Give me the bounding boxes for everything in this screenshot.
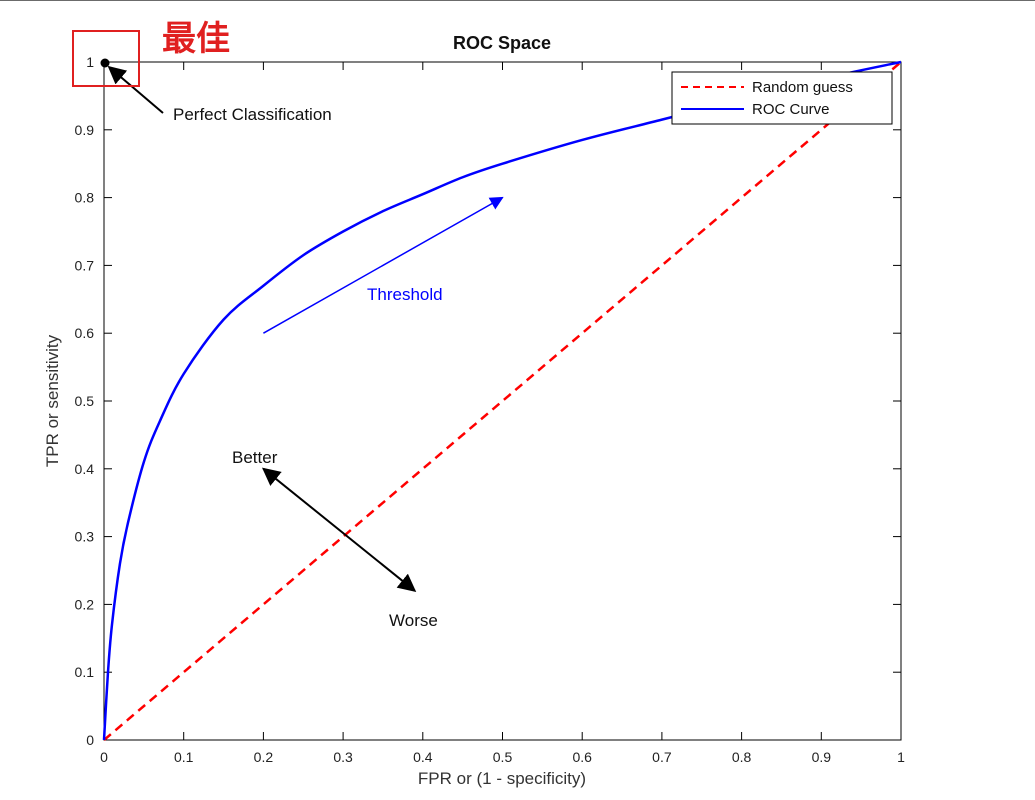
threshold-label: Threshold <box>367 285 443 304</box>
best-label: 最佳 <box>162 19 230 59</box>
y-axis-label: TPR or sensitivity <box>43 334 62 467</box>
x-tick-label: 0.2 <box>254 749 274 765</box>
legend-box <box>671 71 893 125</box>
y-tick-label: 0.1 <box>75 664 95 680</box>
axis-ticks: 0 0.1 0.2 0.3 0.4 0.5 0.6 0.7 0.8 0.9 1 0 0.1 0.2 0.3 0… <box>75 54 906 765</box>
x-tick-label: 0 <box>100 749 108 765</box>
x-tick-label: 0.3 <box>333 749 353 765</box>
x-tick-label: 0.7 <box>652 749 672 765</box>
x-tick-label: 0.6 <box>572 749 592 765</box>
series-line-random-guess <box>103 61 902 741</box>
legend-label-random-guess: Random guess <box>752 79 853 96</box>
worse-label: Worse <box>389 611 438 630</box>
x-tick-label: 0.9 <box>812 749 832 765</box>
x-tick-label: 1 <box>897 749 905 765</box>
chart-title: ROC Space <box>453 33 551 53</box>
threshold-arrow <box>263 196 504 334</box>
x-tick-label: 0.1 <box>174 749 194 765</box>
legend-label-roc-curve: ROC Curve <box>752 101 830 118</box>
x-axis-label: FPR or (1 - specificity) <box>418 769 586 788</box>
perfect-classification-point <box>100 58 110 68</box>
best-highlight-box <box>72 30 140 87</box>
x-tick-label: 0.4 <box>413 749 433 765</box>
better-label: Better <box>232 448 278 467</box>
y-tick-label: 0.7 <box>75 257 95 273</box>
legend: Random guess ROC Curve <box>671 71 893 125</box>
top-border-line <box>0 0 1035 1</box>
perfect-classification-label: Perfect Classification <box>173 105 332 124</box>
y-tick-label: 0.6 <box>75 325 95 341</box>
y-tick-label: 0.5 <box>75 393 95 409</box>
y-tick-label: 0.3 <box>75 529 95 545</box>
y-tick-label: 0.8 <box>75 190 95 206</box>
y-tick-label: 0 <box>86 732 94 748</box>
y-tick-label: 1 <box>86 54 94 70</box>
y-tick-label: 0.2 <box>75 596 95 612</box>
perfect-classification-arrow <box>107 65 164 114</box>
x-tick-label: 0.8 <box>732 749 752 765</box>
annotation-layer: Perfect Classification 最佳 Threshold Better W… <box>72 19 504 630</box>
y-tick-label: 0.4 <box>75 461 95 477</box>
better-worse-arrow <box>261 467 417 592</box>
series-layer <box>102 60 902 741</box>
series-line-roc-curve <box>102 60 902 741</box>
x-tick-label: 0.5 <box>493 749 513 765</box>
y-tick-label: 0.9 <box>75 122 95 138</box>
